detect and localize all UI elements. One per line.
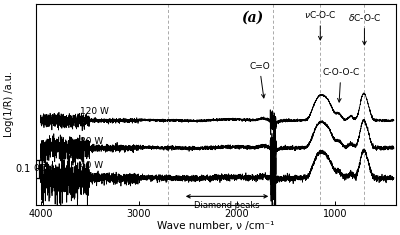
Text: Diamond peaks: Diamond peaks <box>194 201 260 210</box>
Text: (a): (a) <box>241 10 263 24</box>
Text: $\nu$C-O-C: $\nu$C-O-C <box>304 9 337 40</box>
Y-axis label: Log(1/R) /a.u.: Log(1/R) /a.u. <box>4 71 14 137</box>
Text: 120 W: 120 W <box>80 107 109 116</box>
X-axis label: Wave number, ν /cm⁻¹: Wave number, ν /cm⁻¹ <box>157 221 274 231</box>
Text: C=O: C=O <box>249 62 270 98</box>
Text: C-O-O-C: C-O-O-C <box>322 68 360 102</box>
Text: 80 W: 80 W <box>80 137 103 146</box>
Text: $\delta$C-O-C: $\delta$C-O-C <box>348 12 381 45</box>
Text: 0.1: 0.1 <box>33 164 48 173</box>
Text: 40 W: 40 W <box>80 161 103 170</box>
